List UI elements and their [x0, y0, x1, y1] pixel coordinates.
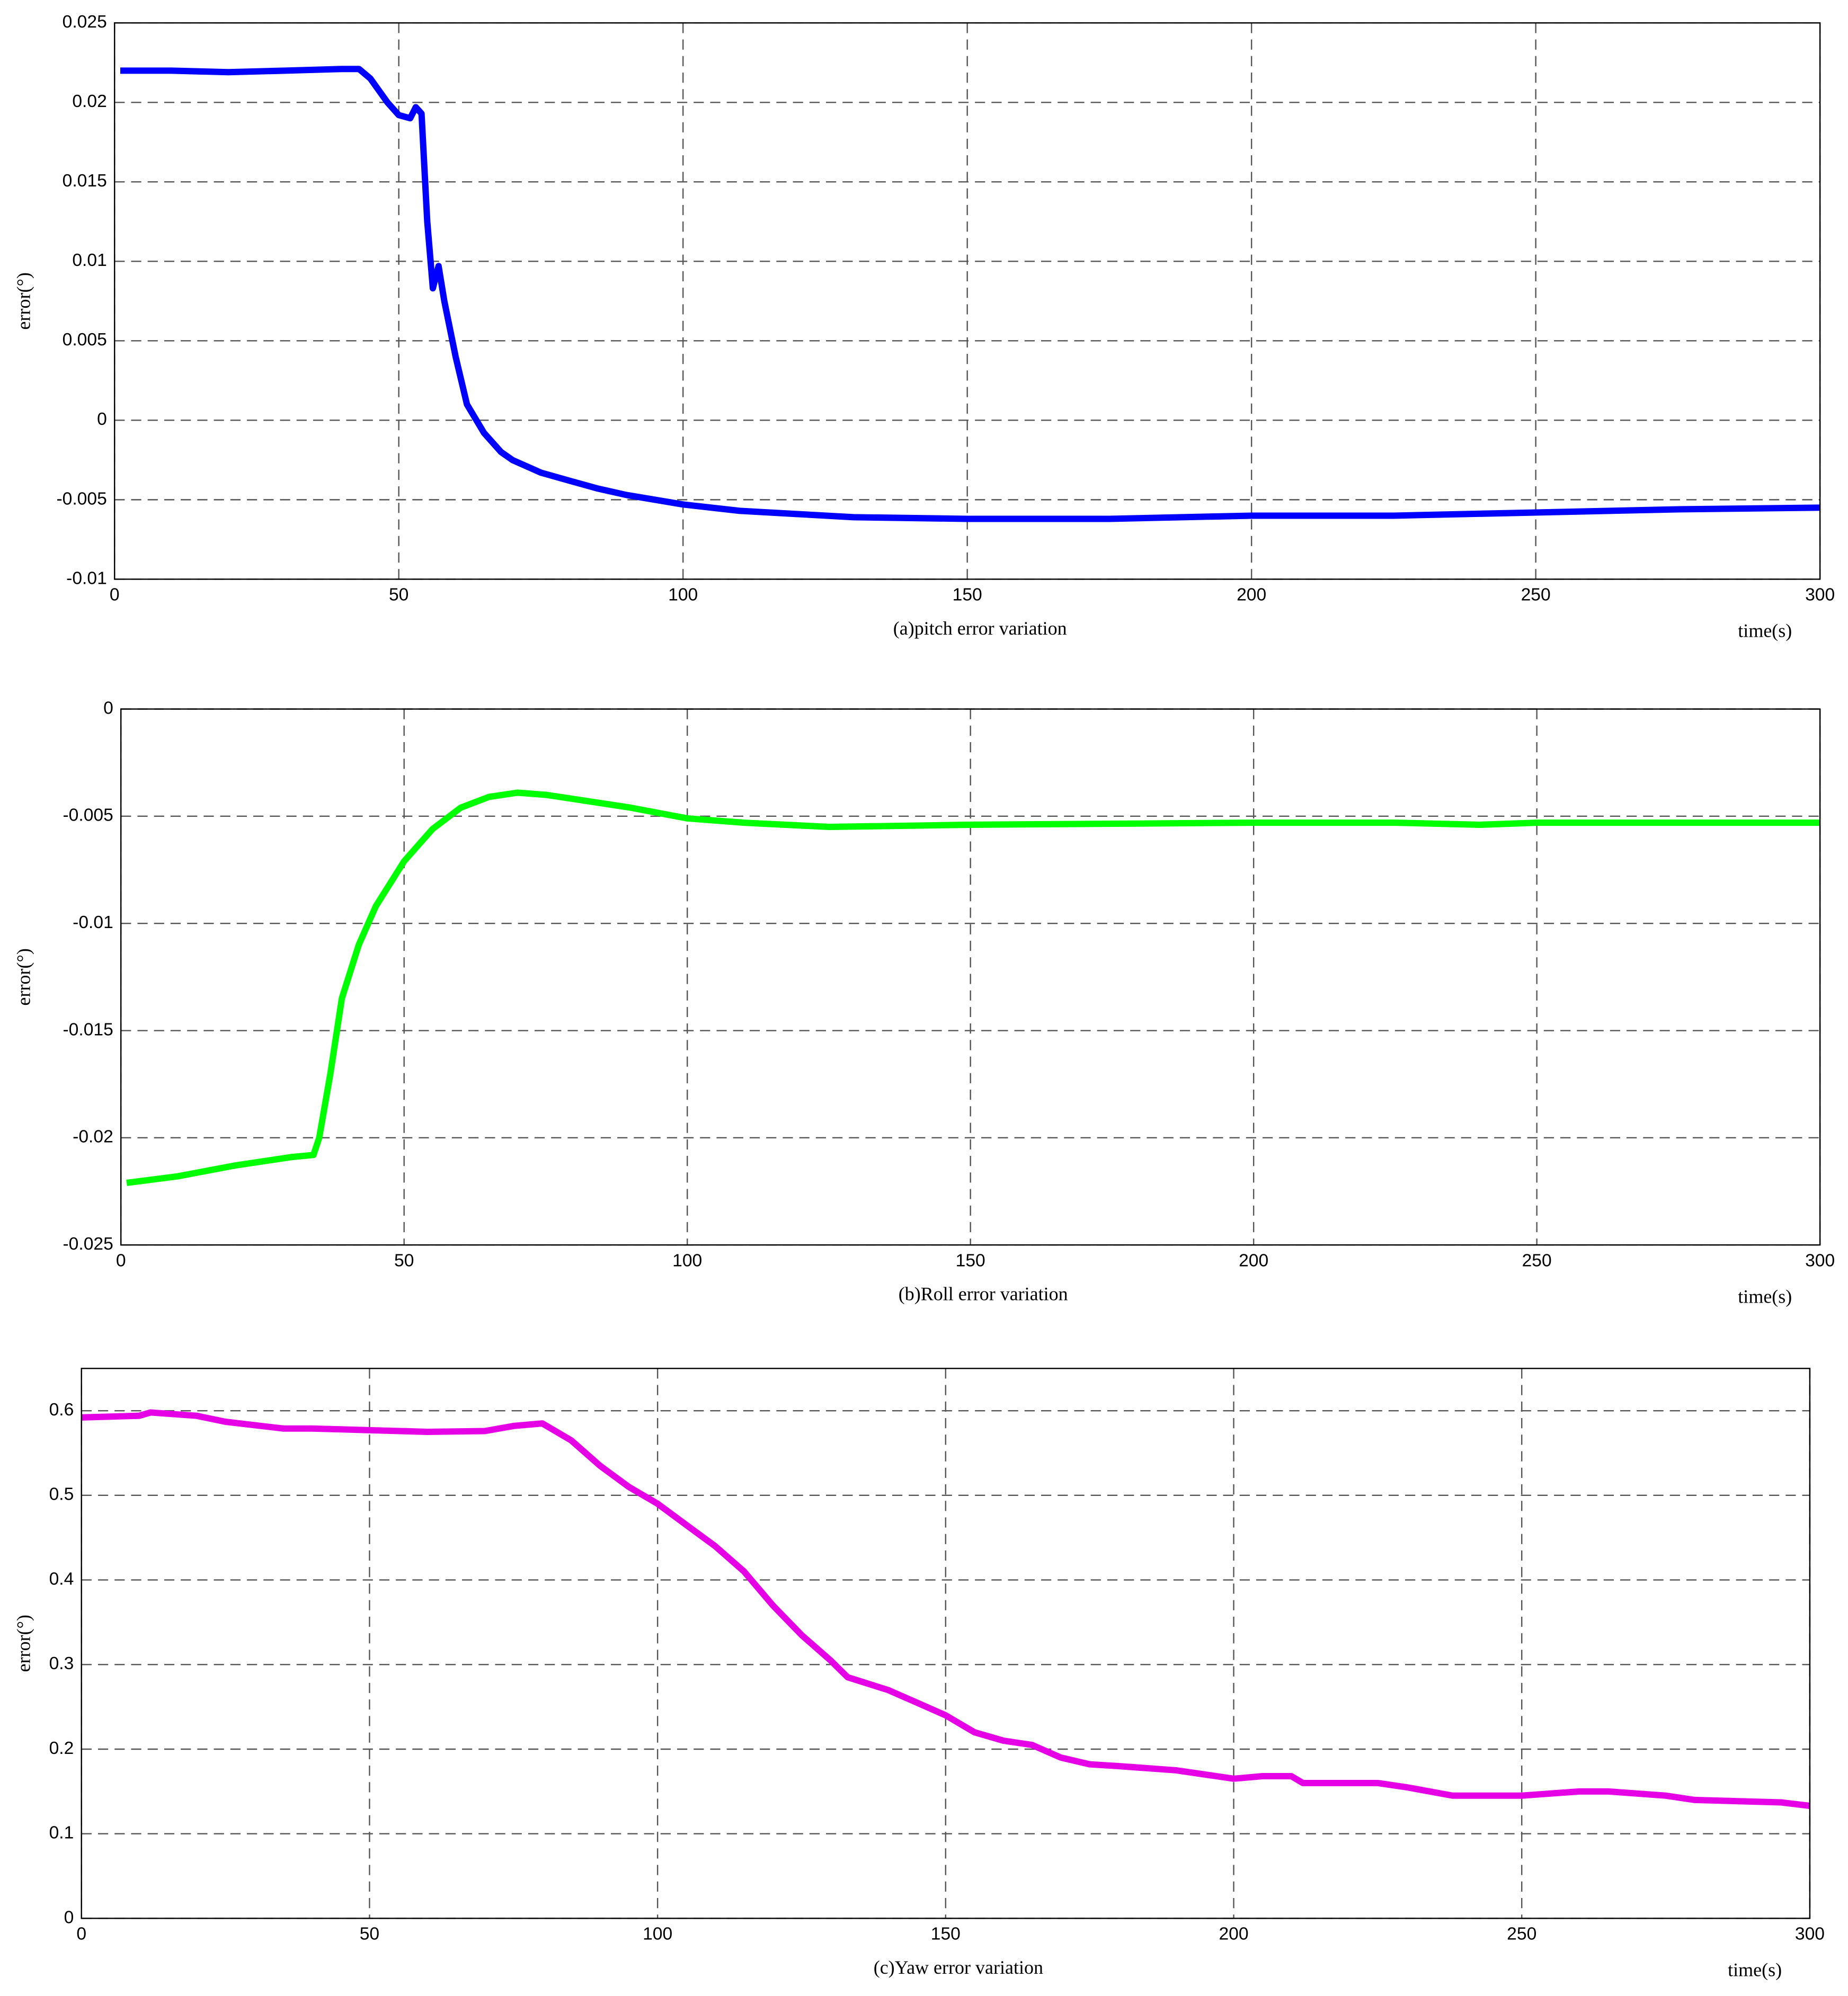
y-tick-label: -0.005	[56, 489, 106, 509]
chart-caption: (b)Roll error variation	[899, 1284, 1068, 1305]
x-tick-label: 100	[643, 1924, 672, 1944]
x-tick-label: 100	[672, 1251, 702, 1270]
x-tick-label: 0	[116, 1251, 126, 1270]
y-tick-label: -0.005	[63, 806, 113, 825]
chart-caption: (a)pitch error variation	[893, 618, 1067, 639]
data-line	[81, 1409, 1810, 1809]
x-tick-label: 250	[1507, 1924, 1536, 1944]
x-axis-label: time(s)	[1738, 1286, 1792, 1307]
y-tick-label: 0.005	[63, 330, 107, 350]
y-axis-label: error(°)	[13, 272, 34, 329]
y-tick-label: 0.6	[49, 1400, 74, 1420]
x-tick-label: 50	[394, 1251, 414, 1270]
x-tick-label: 150	[956, 1251, 985, 1270]
chart-panel: 0 50 100 150 200 250 300 0 0.1 0.2 0.3 0.4 0.5 0.6 (c)…	[13, 1368, 1825, 1981]
x-tick-label: 50	[389, 585, 408, 605]
x-tick-label: 150	[931, 1924, 961, 1944]
x-tick-label: 100	[668, 585, 698, 605]
plot-frame	[120, 708, 1821, 1246]
y-tick-label: -0.015	[63, 1020, 113, 1039]
x-tick-label: 150	[953, 585, 982, 605]
x-tick-label: 50	[360, 1924, 379, 1944]
plot-frame	[81, 1368, 1811, 1919]
data-line	[120, 66, 1820, 522]
y-tick-label: 0.4	[49, 1569, 74, 1589]
x-tick-label: 250	[1521, 585, 1551, 605]
y-tick-label: 0	[64, 1908, 74, 1927]
chart-caption: (c)Yaw error variation	[874, 1957, 1043, 1978]
x-tick-label: 0	[110, 585, 120, 605]
y-tick-label: -0.02	[73, 1127, 113, 1147]
x-tick-label: 300	[1805, 585, 1835, 605]
x-axis-label: time(s)	[1728, 1959, 1782, 1981]
y-tick-label: 0.01	[72, 251, 106, 270]
x-tick-label: 200	[1239, 1251, 1268, 1270]
y-tick-label: 0.3	[49, 1654, 74, 1673]
y-tick-label: 0.5	[49, 1485, 74, 1504]
chart-panel: 0 50 100 150 200 250 300 -0.01 -0.005 0 0.005 0.01 0…	[13, 12, 1835, 641]
chart-panel: 0 50 100 150 200 250 300 -0.025 -0.02 -0.015 -0.01…	[13, 698, 1835, 1307]
y-tick-label: -0.01	[73, 913, 113, 932]
y-tick-label: 0	[97, 409, 107, 429]
x-tick-label: 300	[1805, 1251, 1835, 1270]
plot-frame	[113, 22, 1821, 580]
data-line	[126, 789, 1820, 1186]
x-tick-label: 250	[1522, 1251, 1552, 1270]
x-tick-label: 200	[1219, 1924, 1248, 1944]
y-axis-label: error(°)	[13, 1615, 34, 1672]
x-axis-label: time(s)	[1738, 620, 1792, 641]
y-tick-label: 0.2	[49, 1739, 74, 1758]
y-tick-label: 0	[103, 698, 113, 718]
y-tick-label: 0.1	[49, 1823, 74, 1843]
y-tick-label: 0.025	[63, 12, 107, 32]
y-tick-label: 0.02	[72, 92, 106, 111]
y-tick-label: 0.015	[63, 171, 107, 191]
y-axis-label: error(°)	[13, 948, 34, 1005]
y-tick-label: -0.025	[63, 1234, 113, 1254]
y-tick-label: -0.01	[66, 568, 107, 588]
x-tick-label: 300	[1795, 1924, 1825, 1944]
x-tick-label: 0	[76, 1924, 86, 1944]
x-tick-label: 200	[1237, 585, 1266, 605]
